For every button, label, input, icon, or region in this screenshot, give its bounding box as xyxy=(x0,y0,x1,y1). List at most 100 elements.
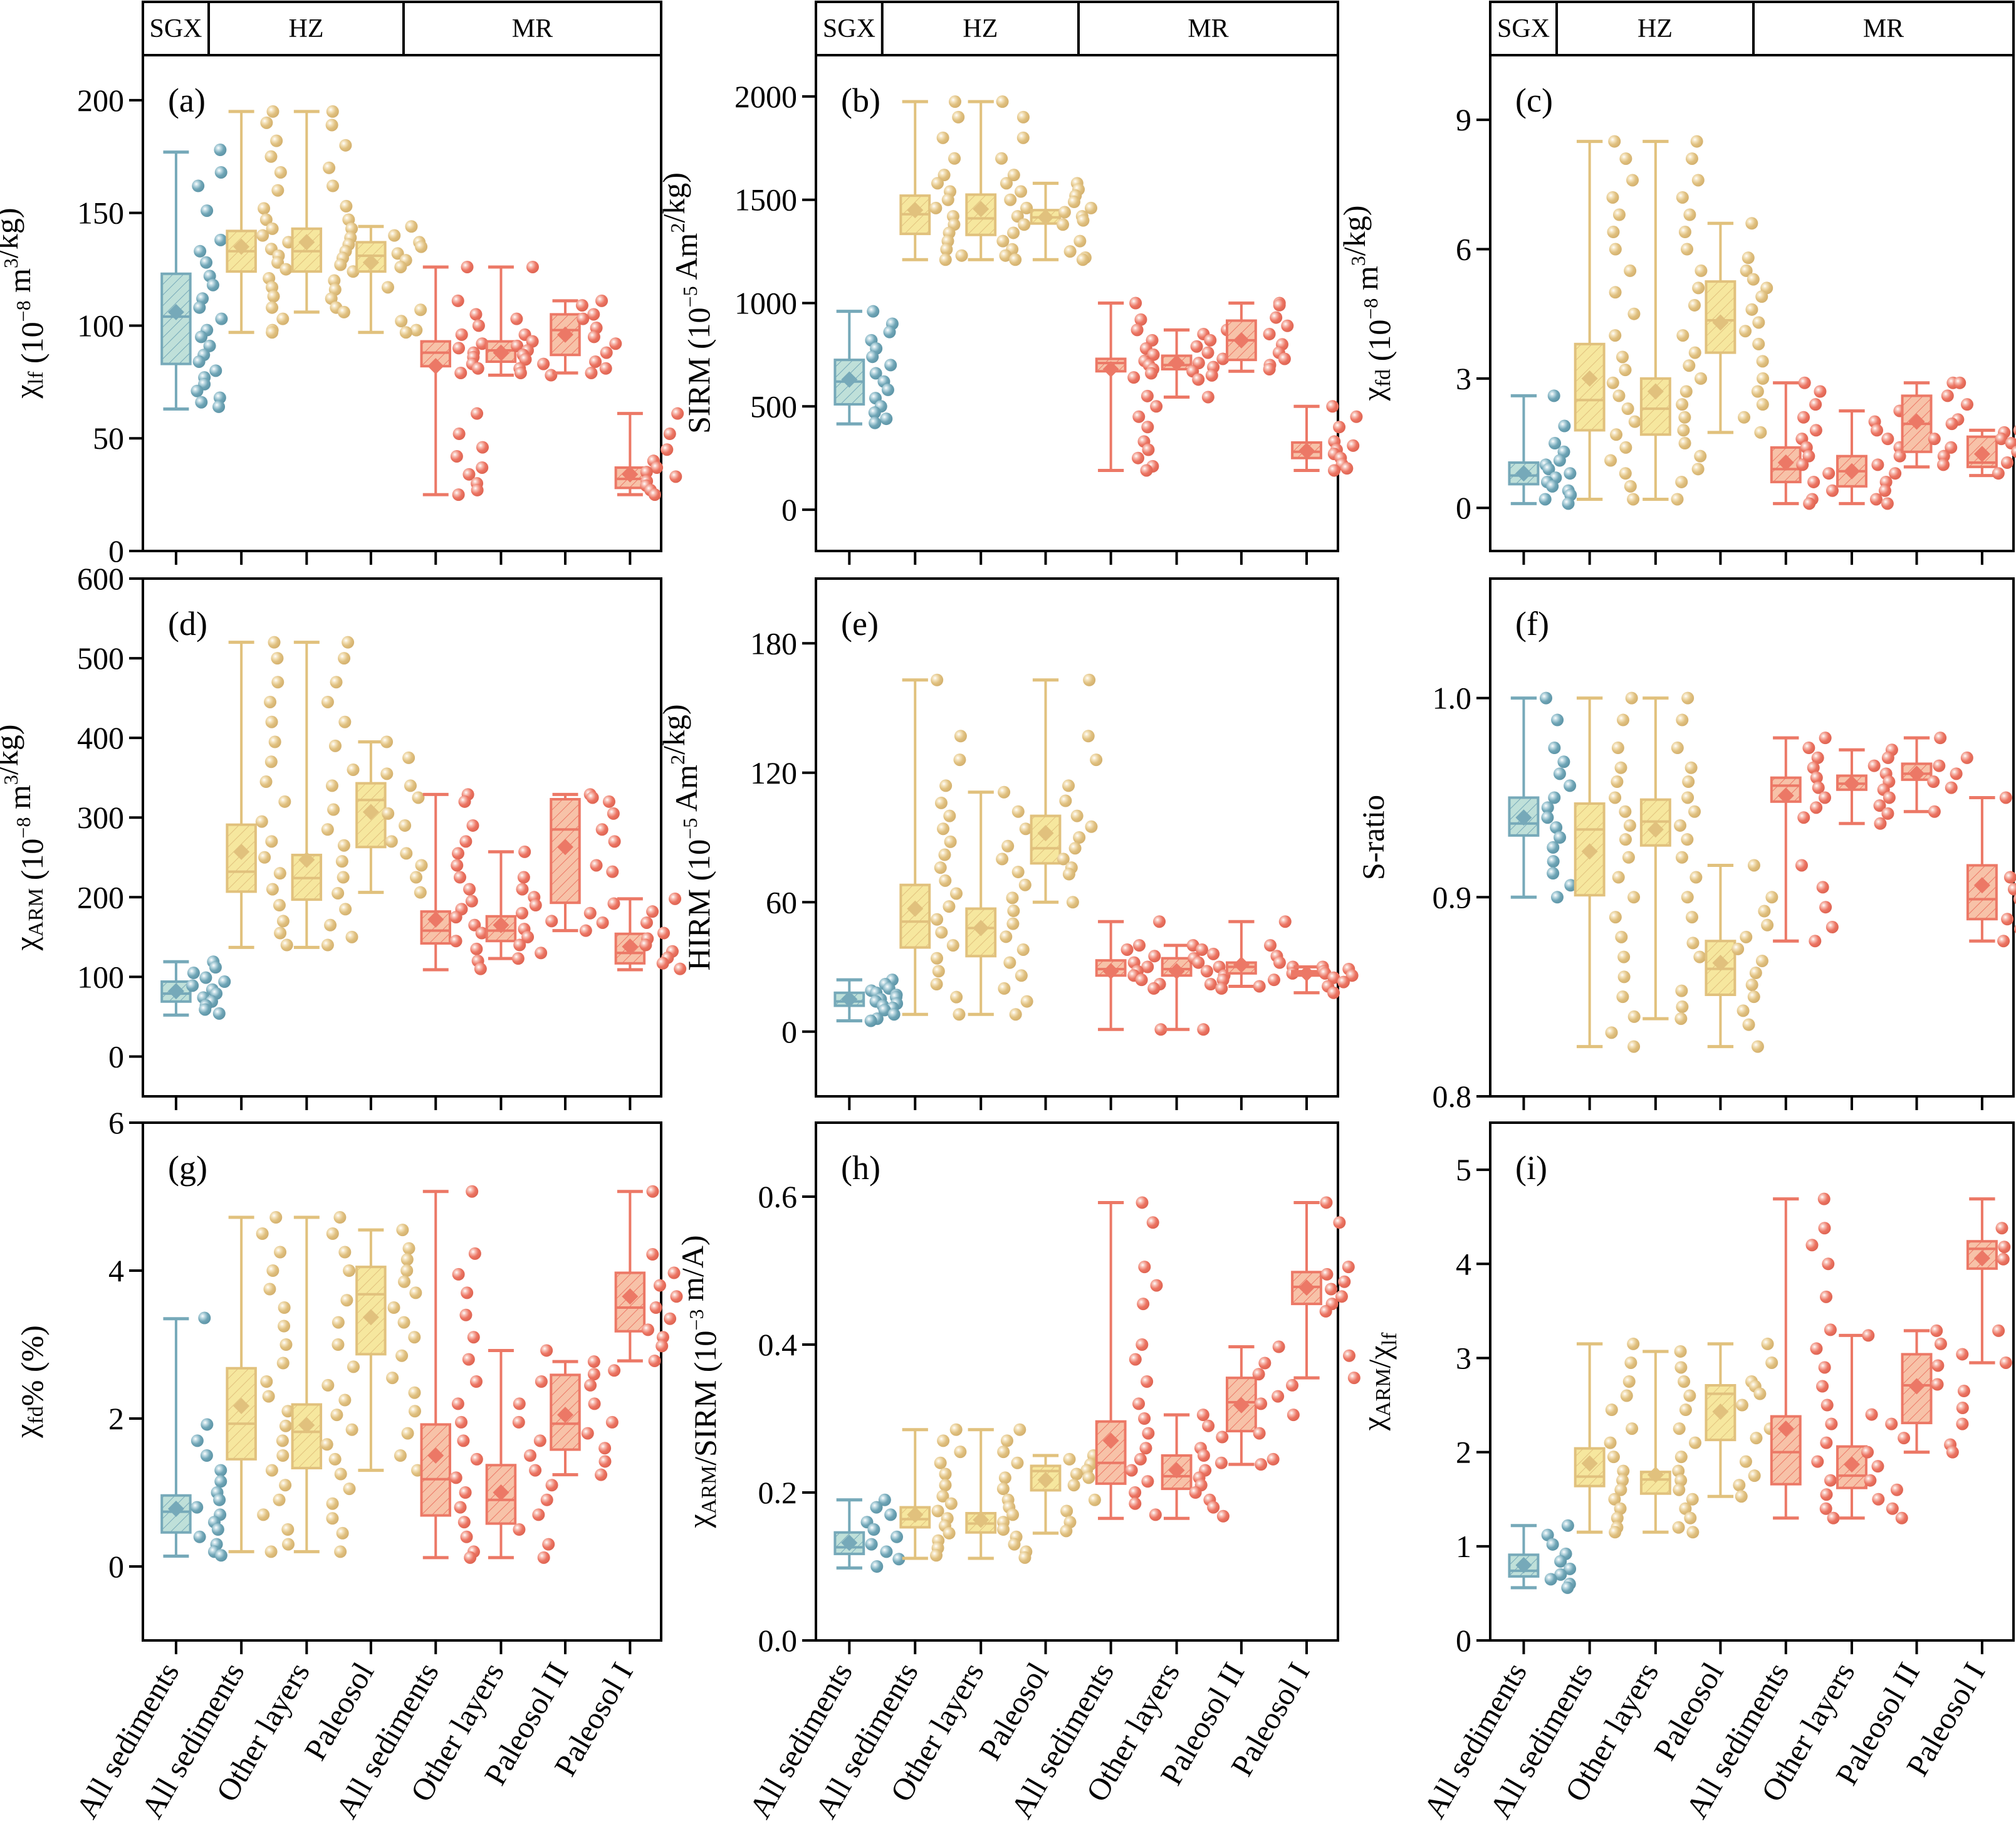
data-point xyxy=(1819,901,1832,914)
data-point xyxy=(523,1449,536,1462)
data-point xyxy=(1546,1538,1559,1551)
data-point xyxy=(1931,1359,1945,1372)
data-point xyxy=(452,1267,465,1281)
box-4-mr xyxy=(1095,915,1167,1036)
data-point xyxy=(664,1312,677,1325)
data-point xyxy=(1272,1390,1285,1403)
data-point xyxy=(1609,791,1622,804)
data-point xyxy=(214,233,227,246)
data-point xyxy=(402,751,415,764)
data-point xyxy=(1605,1403,1618,1417)
data-point xyxy=(1018,218,1031,231)
data-point xyxy=(607,897,620,910)
data-point xyxy=(1871,424,1884,437)
data-point xyxy=(1547,841,1560,854)
box-6-mr xyxy=(1901,376,1973,471)
data-point xyxy=(414,303,427,317)
mean-marker xyxy=(841,371,858,388)
data-point xyxy=(408,1331,421,1344)
data-point xyxy=(328,1452,342,1466)
data-point xyxy=(1802,449,1815,463)
y-axis-title: χARM/χlf xyxy=(1355,1332,1401,1431)
data-point xyxy=(1748,1469,1761,1482)
y-tick-label: 0 xyxy=(1456,490,1471,525)
data-point xyxy=(1141,389,1154,402)
data-point xyxy=(1134,1452,1147,1466)
data-point xyxy=(1541,811,1554,824)
data-point xyxy=(209,961,222,974)
y-axis-title: SIRM (10−5 Am2/kg) xyxy=(656,172,716,434)
data-point xyxy=(587,308,600,321)
data-point xyxy=(1606,191,1619,204)
data-point xyxy=(648,488,661,501)
data-point xyxy=(451,847,464,860)
data-point xyxy=(459,1308,473,1321)
data-point xyxy=(937,822,950,836)
data-point xyxy=(1011,866,1025,879)
site-label-sgx: SGX xyxy=(823,14,875,43)
data-point xyxy=(1189,1486,1202,1499)
data-point xyxy=(266,301,279,314)
data-point xyxy=(471,362,484,375)
data-point xyxy=(939,779,953,792)
data-point xyxy=(1898,1432,1911,1445)
data-point xyxy=(1192,956,1205,969)
data-point xyxy=(257,1508,270,1521)
data-point xyxy=(1347,439,1360,452)
y-tick-label: 3 xyxy=(1456,1340,1471,1375)
mean-marker xyxy=(841,991,858,1008)
data-point xyxy=(1548,742,1561,755)
y-tick-label: 2 xyxy=(1456,1435,1471,1470)
data-point xyxy=(1553,767,1566,780)
data-point xyxy=(1620,1389,1633,1402)
data-point xyxy=(1733,1479,1746,1492)
data-point xyxy=(279,1479,292,1492)
data-point xyxy=(1337,975,1350,989)
mean-marker xyxy=(1973,877,1990,894)
box-3-hz xyxy=(355,1224,424,1477)
data-point xyxy=(1745,303,1758,316)
data-point xyxy=(343,1264,356,1277)
box-1-hz xyxy=(1574,691,1641,1053)
box-6-mr xyxy=(1901,732,1973,818)
data-point xyxy=(214,1464,227,1477)
mean-marker xyxy=(1647,821,1664,838)
data-point xyxy=(1015,185,1028,198)
site-label-hz: HZ xyxy=(1637,14,1673,43)
site-header: SGX HZ MR xyxy=(815,1,1339,56)
data-point xyxy=(468,918,481,931)
data-point xyxy=(941,193,954,206)
site-header-frame xyxy=(815,1,1339,56)
data-point xyxy=(1082,1471,1095,1484)
data-point xyxy=(1934,1337,1947,1350)
mean-marker xyxy=(1581,370,1598,387)
data-point xyxy=(1695,264,1708,277)
data-point xyxy=(884,359,897,372)
data-point xyxy=(667,1266,681,1279)
data-point xyxy=(596,916,609,929)
data-point xyxy=(943,900,956,913)
data-point xyxy=(1937,458,1950,471)
data-point xyxy=(340,199,353,212)
data-point xyxy=(949,1423,963,1436)
data-point xyxy=(1738,411,1751,424)
plot-frame xyxy=(142,54,662,552)
data-point xyxy=(1550,821,1563,834)
data-point xyxy=(1688,1436,1701,1449)
data-point xyxy=(193,1530,206,1543)
data-point xyxy=(607,807,620,820)
plot-frame xyxy=(815,54,1339,552)
mean-marker xyxy=(1168,1462,1185,1479)
y-axis-title-sub: fd xyxy=(1372,369,1395,387)
mean-marker xyxy=(973,1511,990,1528)
data-point xyxy=(996,1482,1010,1496)
data-point xyxy=(1136,1338,1149,1351)
data-point xyxy=(2005,437,2016,450)
box-5-mr xyxy=(1836,1329,1911,1524)
y-axis-title-sup2: 2 xyxy=(666,755,689,765)
mean-marker xyxy=(167,1500,184,1517)
data-point xyxy=(1066,896,1079,909)
data-point xyxy=(1627,1337,1640,1350)
data-point xyxy=(399,326,412,339)
